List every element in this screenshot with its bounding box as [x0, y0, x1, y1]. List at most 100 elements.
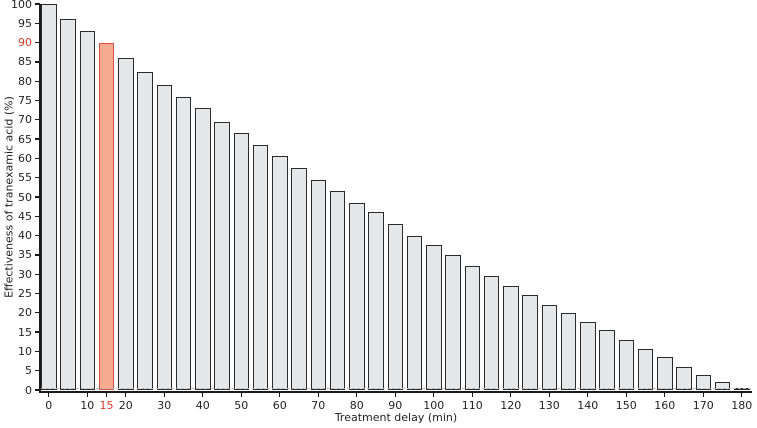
plot-area	[40, 4, 752, 390]
y-axis-tick	[34, 389, 40, 391]
x-axis-tick	[163, 392, 165, 398]
x-axis-tick	[86, 392, 88, 398]
x-axis-label: 60	[272, 398, 287, 412]
bar	[580, 322, 596, 390]
bar	[156, 85, 172, 390]
y-axis-tick	[34, 273, 40, 275]
x-axis-tick	[471, 392, 473, 398]
y-axis-label: 45	[18, 209, 32, 223]
x-axis-label: 110	[461, 398, 483, 412]
bar	[291, 168, 307, 390]
x-axis-line	[39, 391, 752, 393]
y-axis-label: 65	[18, 132, 32, 146]
bar	[445, 254, 461, 390]
bar	[368, 212, 384, 390]
y-axis-tick	[34, 196, 40, 198]
y-axis-label: 25	[18, 287, 32, 300]
x-axis-tick	[625, 392, 627, 398]
x-axis-tick	[125, 392, 127, 398]
y-axis-tick	[34, 22, 40, 24]
y-axis-tick	[34, 3, 40, 5]
x-axis-tick	[433, 392, 435, 398]
y-axis-label: 100	[11, 0, 32, 11]
y-axis-label: 10	[18, 344, 32, 358]
x-axis-tick	[356, 392, 358, 398]
bar	[522, 295, 538, 390]
bar	[695, 374, 711, 390]
y-axis-label: 5	[25, 364, 32, 378]
bar	[349, 202, 365, 390]
y-axis-label: 75	[18, 94, 32, 107]
bar	[676, 366, 692, 390]
y-axis-tick	[34, 119, 40, 121]
y-axis-tick	[34, 292, 40, 295]
x-axis-label: 15	[99, 398, 114, 412]
y-axis-label: 35	[18, 248, 32, 262]
bar	[464, 266, 480, 390]
y-axis-label: 20	[18, 306, 32, 320]
bar	[599, 330, 615, 390]
y-axis-tick	[34, 254, 40, 256]
y-axis-tick	[34, 99, 40, 102]
bar	[560, 312, 577, 390]
x-axis-label: 140	[577, 398, 599, 412]
x-axis-label: 20	[118, 398, 133, 412]
bar	[657, 357, 673, 390]
x-axis-tick	[240, 392, 242, 398]
y-axis-label: 80	[18, 74, 32, 88]
x-axis-tick	[741, 392, 743, 398]
bar	[329, 191, 346, 390]
y-axis-label: 30	[18, 267, 32, 281]
y-axis-tick	[34, 312, 40, 314]
x-axis-label: 120	[500, 398, 522, 412]
y-axis-label: 50	[18, 190, 32, 204]
x-axis-tick	[317, 392, 319, 398]
y-axis-tick	[34, 234, 40, 237]
y-axis-tick	[34, 80, 40, 82]
bar	[118, 58, 134, 390]
bar	[406, 235, 423, 390]
bar	[310, 179, 326, 390]
x-axis-label: 70	[311, 398, 326, 412]
bar	[714, 382, 731, 390]
x-axis-label: 40	[195, 398, 210, 412]
y-axis-label: 85	[18, 55, 32, 69]
x-axis-label: 0	[45, 398, 53, 412]
bar	[233, 133, 249, 390]
y-axis-label: 95	[18, 16, 32, 30]
x-axis-label: 150	[615, 398, 637, 412]
y-axis-label: 0	[25, 383, 32, 397]
y-axis-tick	[34, 41, 40, 44]
bar	[483, 276, 500, 390]
x-axis-title: Treatment delay (min)	[334, 411, 458, 424]
x-axis-label: 30	[157, 398, 172, 412]
x-axis-tick	[105, 392, 108, 398]
y-axis-tick	[34, 370, 40, 372]
bar	[195, 108, 211, 390]
x-axis-label: 100	[423, 398, 445, 412]
x-axis-label: 160	[654, 398, 676, 412]
x-axis-tick	[702, 392, 704, 398]
bar	[137, 71, 153, 390]
bar	[214, 121, 230, 390]
y-axis-tick	[34, 177, 40, 179]
y-axis-line	[39, 4, 41, 393]
bar	[79, 31, 95, 390]
bar	[272, 156, 288, 390]
x-axis-tick	[48, 392, 50, 398]
x-axis-label: 170	[692, 398, 714, 412]
bar	[41, 4, 57, 390]
y-axis-tick	[34, 138, 40, 140]
x-axis-label: 10	[80, 398, 95, 412]
bar	[387, 224, 403, 390]
y-axis-tick	[34, 215, 40, 217]
zero-dashed-line	[41, 388, 751, 390]
bar	[175, 96, 192, 390]
y-axis-tick	[34, 157, 40, 160]
y-axis-label: 40	[18, 229, 32, 243]
bar	[426, 245, 442, 390]
x-axis-label: 50	[234, 398, 249, 412]
bar	[60, 19, 76, 390]
x-axis-tick	[394, 392, 396, 398]
